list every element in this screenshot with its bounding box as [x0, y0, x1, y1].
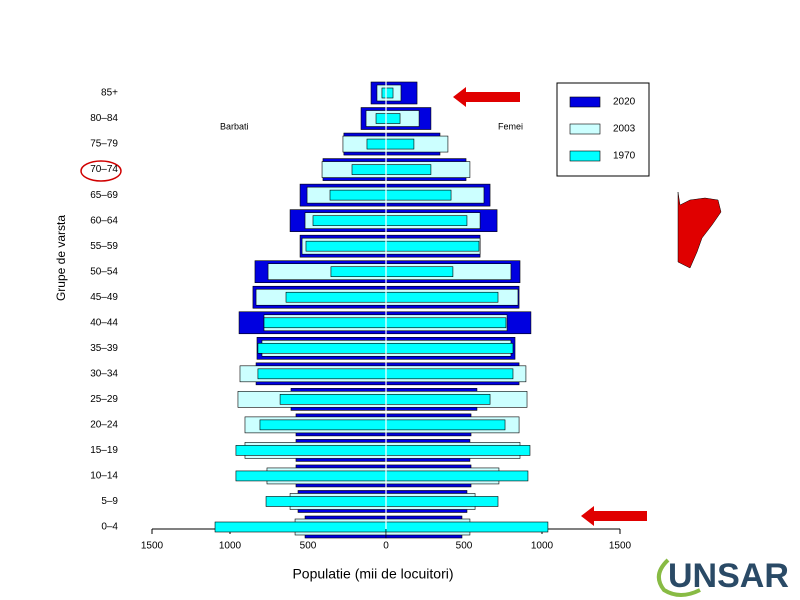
bar — [305, 240, 387, 252]
y-tick-label: 55–59 — [90, 241, 118, 252]
bar — [385, 240, 480, 252]
bar — [235, 470, 387, 482]
bar — [385, 445, 531, 456]
bar — [265, 496, 387, 507]
bar — [385, 368, 514, 380]
y-tick-label: 5–9 — [101, 496, 118, 507]
bar — [385, 419, 506, 431]
bar — [279, 394, 387, 405]
bar — [329, 189, 387, 201]
bar — [385, 113, 401, 124]
bar — [285, 291, 387, 303]
bar — [214, 521, 387, 533]
legend-swatch — [569, 123, 601, 135]
x-tick-label: 1000 — [219, 541, 242, 552]
x-axis-label: Populatie (mii de locuitori) — [292, 566, 453, 582]
bar — [385, 87, 394, 99]
bar — [312, 215, 387, 226]
legend-label: 2020 — [613, 97, 636, 108]
bar — [351, 164, 387, 175]
y-tick-label: 10–14 — [90, 471, 118, 482]
bar — [375, 113, 387, 124]
legend-swatch — [569, 150, 601, 162]
bar — [259, 419, 387, 431]
right-label: Femei — [498, 121, 523, 131]
bar — [385, 521, 549, 533]
y-tick-label: 0–4 — [101, 522, 118, 533]
arrow — [581, 506, 647, 526]
legend-label: 2003 — [613, 124, 636, 135]
map-shape — [677, 191, 722, 269]
bar — [385, 496, 499, 507]
y-tick-label: 15–19 — [90, 445, 118, 456]
y-tick-label: 80–84 — [90, 113, 118, 124]
x-tick-label: 0 — [383, 541, 389, 552]
x-tick-label: 1000 — [531, 541, 554, 552]
left-label: Barbati — [220, 121, 249, 131]
bar — [385, 342, 514, 354]
bar — [385, 394, 491, 405]
bar — [385, 291, 499, 303]
logo: UNSAR — [668, 557, 789, 595]
y-tick-label: 60–64 — [90, 215, 118, 226]
x-tick-label: 1500 — [609, 541, 632, 552]
y-tick-label: 70–74 — [90, 164, 118, 175]
logo-swoosh — [656, 558, 701, 597]
y-tick-label: 35–39 — [90, 343, 118, 354]
legend-swatch — [569, 96, 601, 108]
bar — [385, 164, 432, 175]
y-tick-label: 85+ — [101, 88, 118, 99]
y-tick-label: 20–24 — [90, 420, 118, 431]
highlight-circle — [80, 160, 122, 182]
bar — [385, 317, 507, 329]
bar — [385, 266, 454, 278]
arrow — [453, 87, 520, 107]
bar — [385, 470, 529, 482]
bar — [381, 87, 387, 99]
legend-label: 1970 — [613, 151, 636, 162]
bar — [385, 138, 415, 150]
bar — [257, 342, 387, 354]
bar — [257, 368, 387, 380]
y-tick-label: 25–29 — [90, 394, 118, 405]
x-tick-label: 1500 — [141, 541, 164, 552]
bar — [263, 317, 387, 329]
y-tick-label: 30–34 — [90, 368, 118, 379]
y-tick-label: 65–69 — [90, 190, 118, 201]
bar — [385, 215, 468, 226]
bar — [235, 445, 387, 456]
y-tick-label: 45–49 — [90, 292, 118, 303]
bar — [366, 138, 387, 150]
y-tick-label: 40–44 — [90, 317, 118, 328]
x-tick-label: 500 — [456, 541, 473, 552]
x-tick-label: 500 — [300, 541, 317, 552]
y-axis-label: Grupe de varsta — [54, 215, 68, 301]
bar — [330, 266, 387, 278]
y-tick-label: 75–79 — [90, 139, 118, 150]
y-tick-label: 50–54 — [90, 266, 118, 277]
bar — [385, 189, 452, 201]
